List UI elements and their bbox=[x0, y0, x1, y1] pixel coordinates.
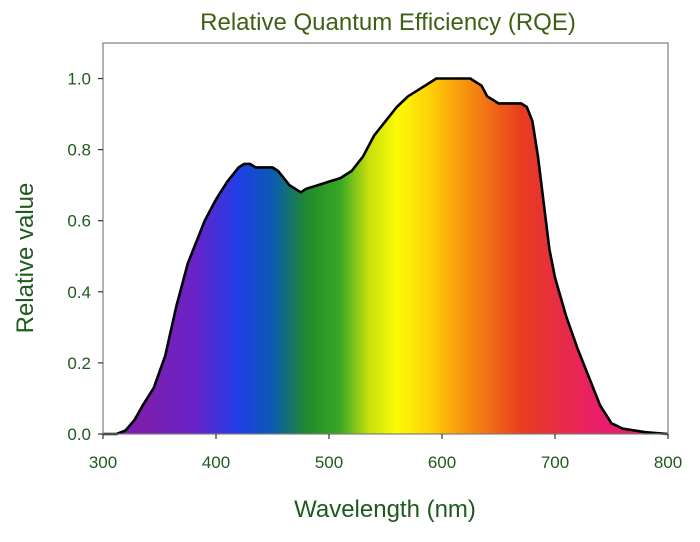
y-tick-label: 0.0 bbox=[67, 425, 91, 444]
x-tick-label: 300 bbox=[89, 453, 117, 472]
rqe-curve-line bbox=[103, 77, 669, 436]
y-tick-label: 1.0 bbox=[67, 70, 91, 89]
plot-area bbox=[102, 42, 669, 436]
x-tick-label: 600 bbox=[428, 453, 456, 472]
x-tick-label: 700 bbox=[541, 453, 569, 472]
y-tick-label: 0.2 bbox=[67, 354, 91, 373]
x-tick-label: 400 bbox=[202, 453, 230, 472]
chart-title: Relative Quantum Efficiency (RQE) bbox=[200, 9, 576, 36]
y-tick-label: 0.6 bbox=[67, 212, 91, 231]
spectrum-area-fill bbox=[103, 78, 668, 434]
y-axis-label: Relative value bbox=[12, 183, 39, 334]
plot-frame bbox=[102, 42, 669, 435]
y-tick-label: 0.4 bbox=[67, 283, 91, 302]
x-axis-label: Wavelength (nm) bbox=[294, 496, 476, 523]
x-axis: 300 400 500 600 700 800 bbox=[89, 434, 682, 472]
x-tick-label: 800 bbox=[654, 453, 682, 472]
y-tick-label: 0.8 bbox=[67, 141, 91, 160]
x-tick-label: 500 bbox=[315, 453, 343, 472]
y-axis: 0.0 0.2 0.4 0.6 0.8 1.0 bbox=[67, 70, 103, 444]
